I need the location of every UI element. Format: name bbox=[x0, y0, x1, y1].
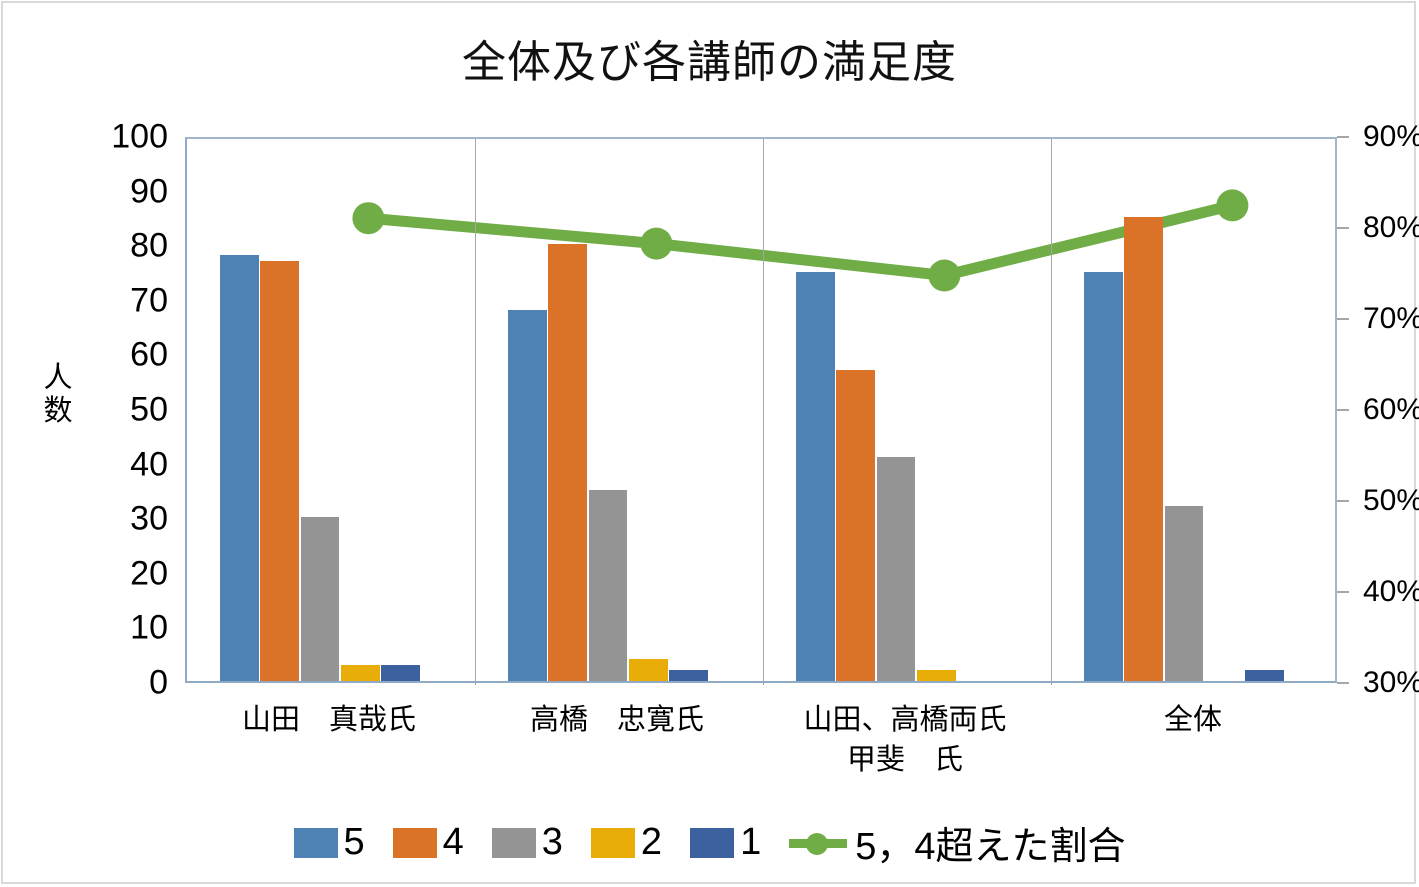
legend-swatch-icon bbox=[590, 827, 635, 858]
legend-item-3[interactable]: 3 bbox=[491, 821, 563, 864]
y-tick-label-right: 30% bbox=[1363, 666, 1419, 699]
y-axis-left: 100 90 80 70 60 50 40 30 20 10 0 bbox=[0, 118, 168, 702]
category-separator bbox=[475, 139, 476, 685]
category-separator bbox=[1051, 139, 1052, 685]
legend-line-marker-icon bbox=[789, 828, 848, 858]
y-tick-label-right: 70% bbox=[1363, 302, 1419, 335]
line-marker-cat4 bbox=[1216, 189, 1249, 222]
page-title: 全体及び各講師の満足度 bbox=[462, 38, 957, 87]
y-tick-mark-right bbox=[1337, 500, 1349, 502]
y-tick-label-left: 50 bbox=[130, 390, 168, 429]
legend-item-6[interactable]: 5，4超えた割合 bbox=[789, 815, 1125, 870]
legend-label: 1 bbox=[740, 821, 762, 863]
bar-5-cat3 bbox=[796, 271, 835, 681]
y-axis-title: 人数 bbox=[43, 362, 73, 427]
bar-3-cat1 bbox=[300, 517, 340, 681]
bar-1-cat2 bbox=[669, 670, 709, 681]
legend-item-2[interactable]: 4 bbox=[392, 821, 464, 864]
legend-swatch-icon bbox=[293, 827, 338, 858]
legend-label: 4 bbox=[442, 821, 464, 863]
legend-swatch-icon bbox=[690, 827, 735, 858]
y-tick-label-right: 90% bbox=[1363, 120, 1419, 153]
x-axis-label-line: 甲斐 氏 bbox=[846, 744, 964, 776]
chart-legend: 5 4 3 2 1 5，4超えた割合 bbox=[0, 815, 1419, 870]
line-path bbox=[362, 199, 1238, 281]
y-tick-mark-right bbox=[1337, 682, 1349, 684]
bar-3-cat4 bbox=[1164, 506, 1204, 681]
x-axis-label-line: 山田 真哉氏 bbox=[241, 704, 417, 736]
y-tick-mark-right bbox=[1337, 227, 1349, 229]
y-tick-label-left: 20 bbox=[130, 554, 168, 593]
bar-3-cat3 bbox=[876, 457, 916, 681]
x-axis-label-cat2: 高橋 忠寛氏 bbox=[530, 700, 704, 740]
y-tick-label-left: 10 bbox=[130, 608, 168, 647]
bar-3-cat2 bbox=[588, 489, 628, 681]
line-marker-cat1 bbox=[352, 202, 385, 235]
legend-line-dot bbox=[806, 832, 829, 855]
bar-4-cat4 bbox=[1124, 216, 1164, 681]
line-series-5-4-ratio bbox=[352, 189, 1249, 292]
legend-label: 5 bbox=[343, 821, 365, 863]
bar-4-cat2 bbox=[548, 244, 588, 681]
x-axis-category-labels: 山田 真哉氏 高橋 忠寛氏 山田、高橋両氏 甲斐 氏 全体 bbox=[185, 700, 1337, 800]
y-tick-label-left: 70 bbox=[130, 281, 168, 320]
y-tick-label-left: 30 bbox=[130, 499, 168, 538]
bar-5-cat4 bbox=[1084, 271, 1123, 681]
bar-2-cat2 bbox=[629, 659, 668, 681]
legend-label: 5，4超えた割合 bbox=[855, 826, 1126, 868]
y-tick-label-right: 50% bbox=[1363, 484, 1419, 517]
y-tick-label-right: 60% bbox=[1363, 393, 1419, 426]
category-separator bbox=[763, 139, 764, 685]
bar-1-cat4 bbox=[1245, 670, 1285, 681]
y-tick-mark-right bbox=[1337, 136, 1349, 138]
bar-4-cat1 bbox=[260, 260, 300, 681]
y-tick-label-right: 40% bbox=[1363, 575, 1419, 608]
x-axis-label-line: 全体 bbox=[1163, 704, 1223, 736]
legend-label: 3 bbox=[541, 821, 563, 863]
y-tick-mark-right bbox=[1337, 409, 1349, 411]
y-tick-label-left: 60 bbox=[130, 335, 168, 374]
x-axis-label-cat1: 山田 真哉氏 bbox=[242, 700, 416, 740]
y-tick-mark-right bbox=[1337, 591, 1349, 593]
legend-item-4[interactable]: 2 bbox=[590, 821, 663, 864]
line-marker-cat2 bbox=[640, 227, 673, 260]
y-tick-label-left: 40 bbox=[130, 445, 168, 484]
x-axis-label-line: 高橋 忠寛氏 bbox=[529, 704, 705, 736]
x-axis-label-cat4: 全体 bbox=[1164, 700, 1222, 740]
y-tick-label-left: 0 bbox=[149, 663, 168, 702]
y-axis-right: 90% 80% 70% 60% 50% 40% 30% bbox=[1337, 120, 1419, 699]
y-tick-label-left: 100 bbox=[111, 117, 168, 156]
y-tick-mark-right bbox=[1337, 318, 1349, 320]
y-tick-label-left: 80 bbox=[130, 226, 168, 265]
y-tick-label-left: 90 bbox=[130, 172, 168, 211]
bar-4-cat3 bbox=[836, 369, 876, 681]
legend-item-1[interactable]: 5 bbox=[293, 821, 365, 864]
bar-5-cat2 bbox=[508, 309, 547, 681]
line-marker-cat3 bbox=[928, 259, 961, 292]
legend-swatch-icon bbox=[491, 827, 536, 858]
bar-2-cat1 bbox=[341, 664, 380, 681]
plot-area bbox=[185, 137, 1337, 685]
bar-5-cat1 bbox=[220, 255, 259, 681]
bar-1-cat1 bbox=[381, 664, 421, 681]
bar-2-cat3 bbox=[917, 670, 956, 681]
x-axis-label-cat3: 山田、高橋両氏 甲斐 氏 bbox=[803, 700, 1006, 780]
legend-swatch-icon bbox=[392, 827, 437, 858]
legend-item-5[interactable]: 1 bbox=[690, 821, 761, 864]
legend-label: 2 bbox=[640, 821, 663, 863]
x-axis-label-line: 山田、高橋両氏 bbox=[803, 704, 1007, 736]
y-tick-label-right: 80% bbox=[1363, 211, 1419, 244]
